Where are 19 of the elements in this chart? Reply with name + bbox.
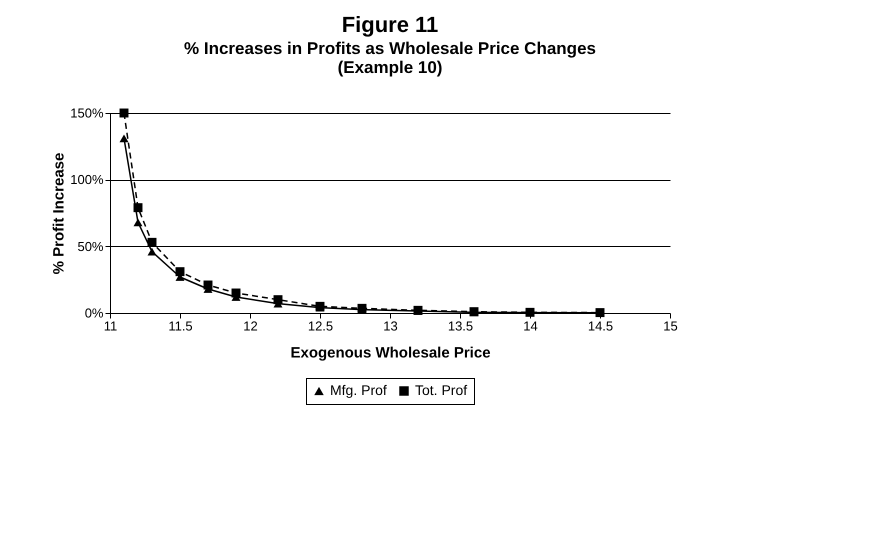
x-tick-label: 12 [243, 318, 258, 334]
y-tick-label: 50% [77, 238, 104, 254]
y-tick-label: 150% [70, 106, 104, 120]
legend-label: Tot. Prof [415, 382, 468, 398]
x-tick-label: 12.5 [308, 318, 334, 334]
x-tick-label: 11 [104, 318, 118, 334]
x-tick-label: 14 [523, 318, 538, 334]
legend-label: Mfg. Prof [330, 382, 387, 398]
chart-title: Figure 11 [342, 12, 438, 37]
x-tick-label: 14.5 [588, 318, 614, 334]
x-tick-label: 15 [663, 318, 678, 334]
x-axis-title: Exogenous Wholesale Price [290, 344, 491, 362]
x-tick-label: 11.5 [168, 318, 193, 334]
chart-subtitle: % Increases in Profits as Wholesale Price Changes (Example 10) [184, 39, 596, 77]
y-axis-title: % Profit Increase [50, 152, 68, 274]
y-tick-label: 100% [70, 172, 104, 188]
y-tick-label: 0% [84, 306, 104, 320]
x-tick-label: 13 [383, 318, 398, 334]
x-tick-label: 13.5 [448, 318, 474, 334]
